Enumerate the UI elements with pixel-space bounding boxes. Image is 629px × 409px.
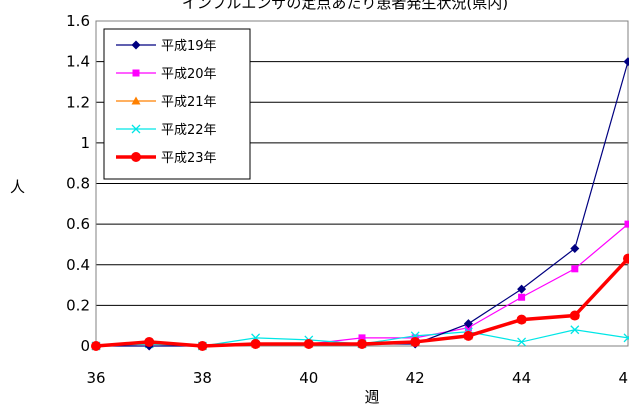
data-point bbox=[91, 341, 101, 351]
y-tick-label: 1.4 bbox=[66, 53, 90, 71]
data-point bbox=[623, 333, 629, 343]
y-tick-label: 1 bbox=[80, 134, 90, 152]
data-point bbox=[197, 341, 208, 351]
series-2 bbox=[92, 220, 629, 350]
y-tick-label: 0.6 bbox=[66, 215, 90, 233]
legend-item: 平成23年 bbox=[116, 151, 217, 166]
legend-marker bbox=[131, 96, 141, 105]
y-axis-label: 人 bbox=[10, 178, 25, 196]
y-tick-label: 1.2 bbox=[66, 93, 90, 111]
legend-item: 平成22年 bbox=[116, 123, 217, 138]
y-tick-label: 1.6 bbox=[66, 12, 90, 30]
legend-marker bbox=[131, 152, 141, 162]
data-point bbox=[410, 336, 421, 347]
y-tick-label: 0.2 bbox=[66, 296, 90, 314]
chart-title: インフルエンザの定点あたり患者発生状況(県内) bbox=[182, 0, 508, 12]
legend-label: 平成21年 bbox=[161, 95, 217, 110]
data-point bbox=[517, 284, 527, 294]
series-line bbox=[95, 223, 629, 347]
data-point bbox=[517, 337, 527, 347]
x-tick-label: 44 bbox=[512, 369, 531, 387]
data-point bbox=[463, 319, 473, 329]
x-tick-label: 38 bbox=[193, 369, 212, 387]
x-tick-label: 40 bbox=[299, 369, 318, 387]
legend-marker bbox=[132, 69, 140, 77]
legend-marker bbox=[131, 124, 141, 134]
y-tick-label: 0.8 bbox=[66, 175, 90, 193]
legend-item: 平成20年 bbox=[116, 67, 217, 82]
series-layer bbox=[91, 57, 629, 351]
legend-box bbox=[103, 28, 251, 180]
x-axis-ticks: 36 38 40 42 44 46 bbox=[86, 369, 629, 387]
legend-marker bbox=[131, 40, 141, 50]
data-point bbox=[571, 265, 579, 273]
data-point bbox=[357, 338, 367, 349]
legend-label: 平成19年 bbox=[161, 39, 217, 54]
data-point bbox=[624, 220, 629, 228]
legend-label: 平成22年 bbox=[161, 123, 217, 138]
data-point bbox=[570, 325, 580, 335]
legend-item: 平成19年 bbox=[116, 39, 217, 54]
y-tick-label: 0 bbox=[80, 337, 90, 355]
data-point bbox=[518, 293, 526, 301]
series-line bbox=[95, 258, 629, 347]
data-point bbox=[516, 314, 527, 325]
data-point bbox=[303, 338, 314, 349]
legend-label: 平成23年 bbox=[161, 151, 217, 166]
y-axis-ticks: 0 0.2 0.4 0.6 0.8 1 1.2 1.4 1.6 bbox=[66, 12, 90, 355]
data-point bbox=[250, 338, 261, 349]
data-point bbox=[144, 336, 155, 347]
data-point bbox=[623, 57, 629, 67]
legend-item: 平成21年 bbox=[116, 95, 217, 110]
data-point bbox=[569, 310, 580, 321]
x-tick-label: 42 bbox=[406, 369, 425, 387]
data-point bbox=[358, 334, 366, 342]
x-tick-label: 46 bbox=[618, 369, 629, 387]
x-axis-label: 週 bbox=[364, 388, 379, 406]
y-tick-label: 0.4 bbox=[66, 256, 90, 274]
data-point bbox=[570, 244, 580, 253]
data-point bbox=[463, 330, 474, 341]
legend-label: 平成20年 bbox=[161, 67, 217, 82]
series-line bbox=[95, 257, 629, 348]
data-point bbox=[623, 253, 629, 264]
series-5 bbox=[91, 253, 629, 351]
x-tick-label: 36 bbox=[86, 369, 105, 387]
